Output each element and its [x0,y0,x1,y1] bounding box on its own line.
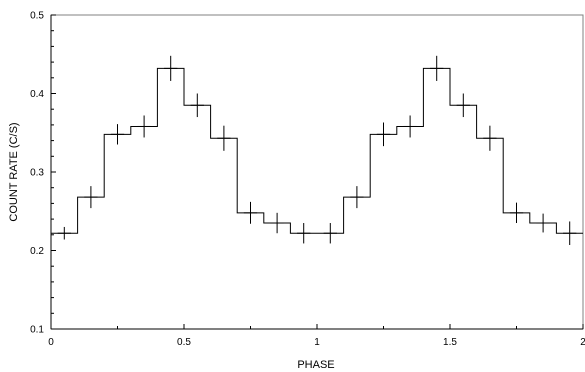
error-bar-13 [403,115,417,138]
y-axis-label: COUNT RATE (C/S) [8,122,20,221]
histogram-step-line [51,67,583,234]
y-tick-label-0: 0.1 [30,325,44,336]
error-bar-3 [137,115,151,138]
y-tick-label-1: 0.2 [30,246,44,257]
x-tick-label-4: 2 [580,337,585,348]
y-tick-label-3: 0.4 [30,89,44,100]
y-tick-label-4: 0.5 [30,11,44,22]
error-bars [57,55,577,246]
error-bar-19 [563,221,577,246]
x-axis-label: PHASE [297,359,334,371]
error-bar-15 [456,93,470,118]
error-bar-2 [110,124,125,145]
y-axis-ticks: 0.1 0.2 0.3 0.4 0.5 [30,11,56,336]
x-tick-label-2: 1 [314,337,320,348]
error-bar-16 [483,125,497,151]
y-tick-label-2: 0.3 [30,168,44,179]
error-bar-12 [376,122,391,147]
error-bar-7 [243,201,258,224]
error-bar-18 [536,213,550,233]
count-rate-histogram [51,67,583,234]
error-bar-11 [350,186,364,209]
error-bar-8 [270,212,284,234]
error-bar-10 [323,223,337,244]
error-bar-17 [509,202,524,224]
error-bar-4 [164,55,178,81]
x-axis-ticks: 0 0.5 1 1.5 2 [48,324,585,348]
error-bar-5 [190,93,204,118]
error-bar-0 [57,226,71,240]
x-tick-label-0: 0 [48,337,54,348]
error-bar-1 [84,186,98,209]
error-bar-9 [297,223,311,244]
x-tick-label-3: 1.5 [443,337,457,348]
error-bar-6 [217,125,231,151]
error-bar-14 [430,55,444,81]
x-tick-label-1: 0.5 [177,337,191,348]
